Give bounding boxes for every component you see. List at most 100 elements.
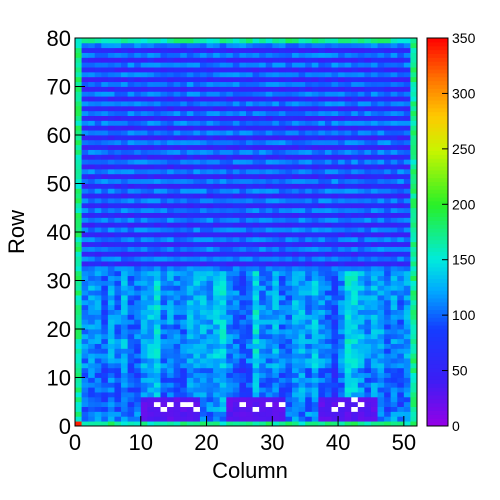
heatmap-cell [206,115,214,121]
heatmap-cell [410,76,418,83]
heatmap-cell [338,86,346,92]
heatmap-cell [173,125,181,131]
heatmap-cell [318,76,326,83]
heatmap-cell [364,130,372,136]
heatmap-cell [206,52,214,58]
heatmap-cell [173,348,181,354]
heatmap-cell [199,285,207,291]
heatmap-cell [173,367,181,374]
heatmap-cell [114,52,122,58]
heatmap-cell [180,241,188,247]
heatmap-cell [101,265,109,272]
heatmap-cell [94,212,102,218]
heatmap-cell [167,372,175,378]
heatmap-cell [344,299,352,306]
heatmap-cell [160,290,168,296]
heatmap-cell [338,406,346,412]
heatmap-cell [153,411,161,417]
heatmap-cell [331,62,339,68]
heatmap-cell [357,319,365,325]
heatmap-cell [147,115,155,121]
heatmap-cell [246,110,253,116]
heatmap-cell [147,416,155,422]
heatmap-cell [324,125,332,131]
heatmap-cell [75,382,82,388]
colorbar-swatch [427,80,448,86]
heatmap-cell [272,261,280,267]
heatmap-cell [278,367,286,374]
heatmap-cell [232,362,240,369]
heatmap-cell [167,290,175,296]
heatmap-cell [75,324,82,330]
heatmap-cell [331,362,339,369]
heatmap-cell [88,329,96,335]
heatmap-cell [259,309,267,315]
heatmap-cell [292,120,300,126]
heatmap-cell [344,47,352,53]
heatmap-cell [101,387,109,393]
heatmap-cell [121,96,129,102]
heatmap-cell [199,173,207,180]
heatmap-cell [259,76,267,83]
heatmap-cell [305,275,313,281]
colorbar-swatch [427,38,448,43]
heatmap-cell [213,183,221,189]
heatmap-cell [239,329,247,335]
colorbar-swatch [427,138,448,144]
heatmap-cell [344,236,352,243]
heatmap-cell [88,227,96,233]
heatmap-cell [357,207,365,213]
heatmap-cell [252,38,260,44]
heatmap-cell [292,52,300,58]
heatmap-cell [324,42,332,49]
heatmap-cell [75,396,82,403]
heatmap-cell [213,343,221,349]
heatmap-cell [246,115,253,121]
heatmap-cell [226,149,234,155]
heatmap-cell [140,246,148,252]
heatmap-cell [206,290,214,296]
heatmap-cell [403,236,411,243]
heatmap-cell [305,71,313,78]
heatmap-cell [338,295,346,301]
heatmap-cell [364,115,372,121]
heatmap-cell [199,222,207,228]
heatmap-cell [351,168,359,175]
heatmap-cell [403,329,411,335]
heatmap-cell [107,304,115,310]
heatmap-cell [318,139,326,146]
heatmap-cell [101,212,109,218]
heatmap-cell [311,401,319,407]
heatmap-cell [239,314,247,320]
heatmap-cell [167,38,175,44]
heatmap-cell [226,139,234,146]
heatmap-cell [107,212,115,218]
heatmap-cell [259,105,267,112]
heatmap-cell [311,188,319,194]
heatmap-cell [213,149,221,155]
heatmap-cell [101,173,109,180]
heatmap-cell [298,367,306,374]
heatmap-cell [232,416,240,422]
heatmap-cell [153,62,161,68]
heatmap-cell [272,154,280,160]
heatmap-cell [127,406,135,412]
heatmap-cell [357,275,365,281]
heatmap-cell [167,362,175,369]
heatmap-cell [331,256,339,262]
heatmap-cell [403,333,411,340]
heatmap-cell [193,367,201,374]
heatmap-cell [232,348,240,354]
heatmap-cell [127,309,135,315]
heatmap-cell [403,168,411,175]
heatmap-cell [338,110,346,116]
heatmap-cell [232,120,240,126]
heatmap-cell [173,42,181,49]
heatmap-cell [397,212,405,218]
heatmap-cell [397,396,405,403]
heatmap-cell [298,71,306,78]
heatmap-cell [114,139,122,146]
heatmap-cell [403,367,411,374]
heatmap-cell [206,319,214,325]
heatmap-cell [278,115,286,121]
